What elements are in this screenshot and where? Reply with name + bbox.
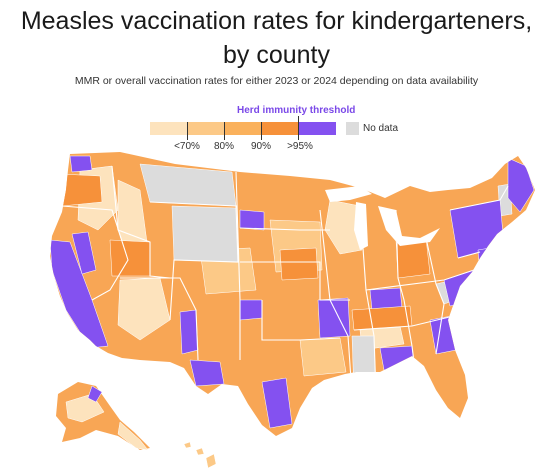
alaska bbox=[56, 382, 150, 451]
high-new-mexico bbox=[179, 309, 199, 355]
legend-swatch-no-data bbox=[346, 122, 359, 135]
legend-label-no-data: No data bbox=[363, 123, 399, 134]
legend-swatch-80-90 bbox=[224, 122, 261, 135]
legend-swatch-above-95 bbox=[298, 122, 336, 135]
mainland-us-land bbox=[50, 152, 535, 436]
hawaii-island-maui bbox=[195, 447, 205, 456]
high-california bbox=[50, 239, 109, 349]
mid-high-utah bbox=[109, 239, 151, 277]
high-arkansas bbox=[317, 297, 351, 339]
high-georgia bbox=[379, 345, 415, 371]
hawaii-island-big bbox=[205, 453, 217, 469]
high-texas-east bbox=[261, 377, 293, 429]
region-lowmid-south bbox=[299, 337, 347, 377]
legend-swatch-90-95 bbox=[261, 122, 298, 135]
mainland-us bbox=[50, 152, 535, 436]
alaska-high-region bbox=[87, 385, 103, 403]
legend-swatch-70-80 bbox=[187, 122, 224, 135]
legend-label-above-95: >95% bbox=[287, 141, 313, 152]
legend-tick-90 bbox=[261, 122, 262, 140]
high-nevada-border bbox=[71, 231, 97, 275]
no-data-mississippi bbox=[351, 335, 377, 395]
alaska-southeast bbox=[117, 421, 149, 451]
hawaii-island-oahu bbox=[183, 441, 192, 449]
legend-label-90: 90% bbox=[250, 141, 272, 152]
map-subtitle: MMR or overall vaccination rates for eit… bbox=[74, 75, 479, 87]
high-kansas bbox=[239, 299, 263, 321]
region-low-great-lakes bbox=[324, 199, 363, 255]
map-title: Measles vaccination rates for kindergart… bbox=[0, 4, 553, 72]
county-fills bbox=[50, 155, 535, 429]
us-county-map bbox=[50, 152, 535, 469]
high-dakotas bbox=[239, 209, 265, 231]
high-new-jersey bbox=[477, 247, 493, 275]
no-data-wyoming bbox=[171, 205, 239, 263]
hawaii bbox=[183, 441, 217, 469]
legend-tick-80 bbox=[224, 122, 225, 140]
mid-high-iowa bbox=[279, 247, 319, 281]
legend: Herd immunity threshold <70% 80% 90% >95… bbox=[150, 100, 420, 160]
high-texas-west bbox=[189, 359, 225, 387]
lake-huron-erie bbox=[378, 206, 440, 246]
legend-label-80: 80% bbox=[213, 141, 235, 152]
legend-tick-70 bbox=[187, 122, 188, 140]
legend-swatch-below-70 bbox=[150, 122, 187, 135]
legend-label-below-70: <70% bbox=[174, 141, 200, 152]
mid-high-oregon bbox=[59, 173, 103, 207]
herd-immunity-label: Herd immunity threshold bbox=[237, 105, 356, 116]
lake-superior bbox=[325, 186, 372, 202]
map-title-line-2: by county bbox=[222, 41, 330, 69]
lake-michigan bbox=[354, 202, 368, 250]
state-borders bbox=[61, 165, 509, 411]
legend-tick-95 bbox=[298, 116, 299, 140]
high-washington bbox=[69, 155, 93, 173]
map-title-line-1: Measles vaccination rates for kindergart… bbox=[20, 7, 533, 35]
